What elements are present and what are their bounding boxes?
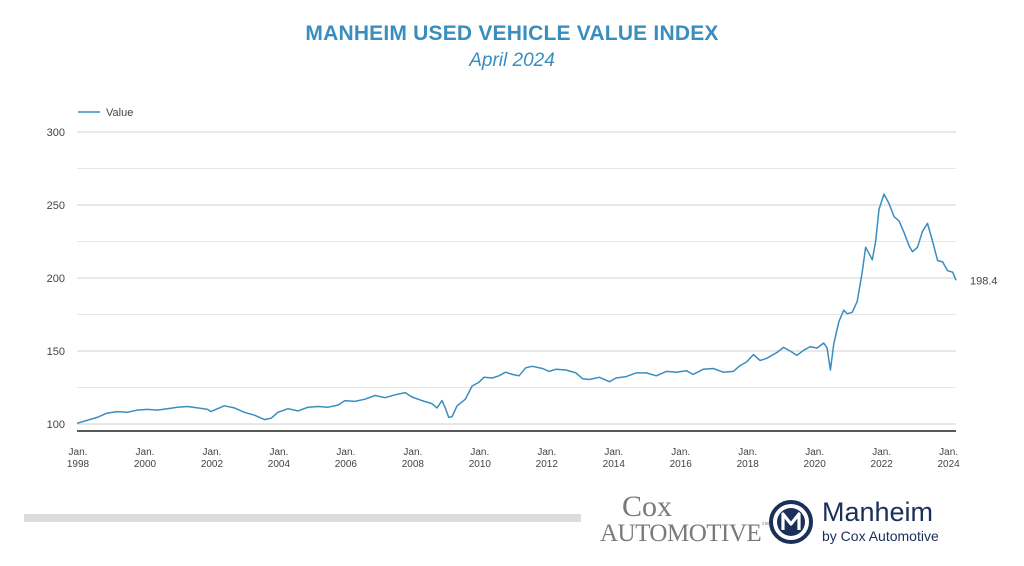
x-tick-label-month: Jan. — [470, 447, 489, 458]
x-tick-label-month: Jan. — [872, 447, 891, 458]
x-tick-label-year: 2008 — [402, 459, 425, 470]
x-tick-label-month: Jan. — [403, 447, 422, 458]
x-tick-label-month: Jan. — [69, 447, 88, 458]
x-tick-label-year: 2014 — [603, 459, 626, 470]
manheim-tagline: by Cox Automotive — [822, 528, 939, 544]
x-tick-label-year: 2006 — [335, 459, 358, 470]
x-tick-label-year: 1998 — [67, 459, 90, 470]
manheim-brand-name: Manheim — [822, 497, 934, 527]
chart-subtitle: April 2024 — [469, 50, 555, 71]
x-tick-label-month: Jan. — [939, 447, 958, 458]
x-tick-label-year: 2000 — [134, 459, 157, 470]
x-tick-label-month: Jan. — [738, 447, 757, 458]
x-tick-label-month: Jan. — [136, 447, 155, 458]
x-tick-label-year: 2024 — [938, 459, 961, 470]
x-tick-label-month: Jan. — [604, 447, 623, 458]
y-tick-label: 200 — [47, 273, 65, 285]
gridlines — [77, 131, 956, 425]
legend-label-value: Value — [106, 107, 133, 119]
y-tick-label: 150 — [47, 346, 65, 358]
chart-title: MANHEIM USED VEHICLE VALUE INDEX — [305, 22, 719, 45]
legend: Value — [78, 107, 133, 119]
x-tick-label-month: Jan. — [805, 447, 824, 458]
x-tick-label-year: 2022 — [871, 459, 894, 470]
x-tick-label-year: 2016 — [670, 459, 693, 470]
end-value-label: 198.4 — [970, 275, 998, 287]
x-tick-label-year: 2004 — [268, 459, 291, 470]
x-axis-ticks: Jan.1998Jan.2000Jan.2002Jan.2004Jan.2006… — [67, 447, 960, 470]
cox-logo-line1: Cox — [622, 490, 673, 523]
x-tick-label-month: Jan. — [269, 447, 288, 458]
y-axis-ticks: 100 150 200 250 300 — [47, 127, 65, 431]
x-tick-label-month: Jan. — [202, 447, 221, 458]
manheim-m-icon — [769, 500, 813, 544]
footer-divider-bar — [24, 514, 581, 522]
x-tick-label-year: 2020 — [804, 459, 827, 470]
x-tick-label-month: Jan. — [336, 447, 355, 458]
y-tick-label: 250 — [47, 200, 65, 212]
x-tick-label-year: 2018 — [737, 459, 760, 470]
x-tick-label-year: 2012 — [536, 459, 559, 470]
y-tick-label: 100 — [47, 419, 65, 431]
cox-logo-line2: AUTOMOTIVE™ — [600, 520, 769, 547]
x-tick-label-year: 2010 — [469, 459, 492, 470]
x-tick-label-month: Jan. — [671, 447, 690, 458]
x-tick-label-month: Jan. — [537, 447, 556, 458]
series-line-value — [76, 193, 957, 425]
x-tick-label-year: 2002 — [201, 459, 224, 470]
y-tick-label: 300 — [47, 127, 65, 139]
